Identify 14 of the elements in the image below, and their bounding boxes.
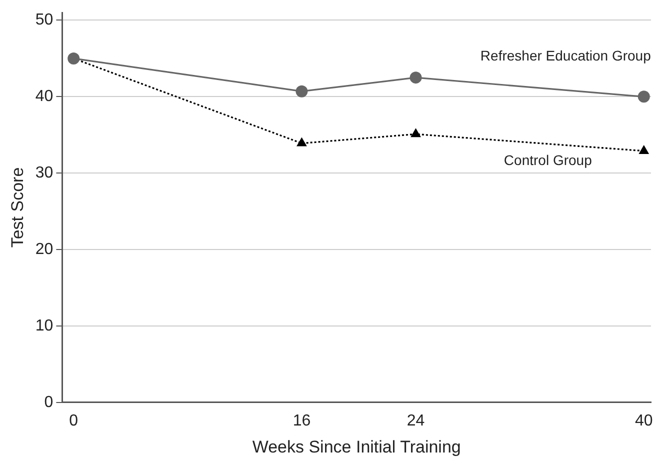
x-tick-label: 24 [406, 412, 425, 430]
y-tick-label: 50 [35, 12, 54, 29]
y-tick-label: 30 [35, 164, 54, 182]
y-axis-title: Test Score [8, 167, 27, 248]
y-tick-label: 40 [35, 88, 54, 106]
x-tick-label: 40 [634, 412, 653, 430]
y-tick-label: 20 [35, 240, 54, 258]
x-axis-title: Weeks Since Initial Training [252, 437, 461, 456]
y-tick-label: 0 [44, 394, 54, 411]
series-label: Control Group [504, 152, 592, 168]
x-tick-label: 16 [292, 412, 311, 430]
series-label: Refresher Education Group [480, 48, 652, 64]
y-tick-label: 10 [35, 317, 54, 334]
x-tick-label: 0 [69, 412, 78, 430]
